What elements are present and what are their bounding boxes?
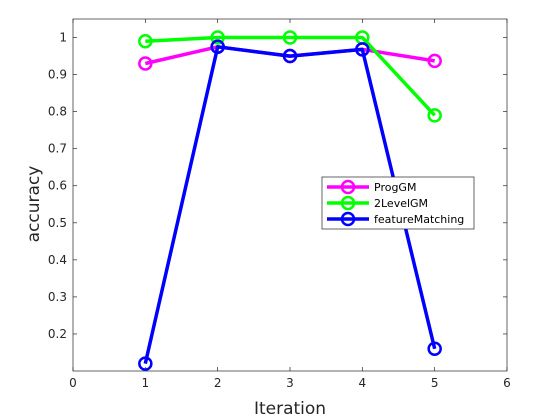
y-axis: 0.2 0.3 0.4 0.5 0.6 0.7 0.8 0.9 1: [48, 31, 507, 341]
legend-label: 2LevelGM: [374, 197, 428, 210]
x-tick-label: 6: [503, 376, 511, 390]
data-point: [427, 341, 442, 357]
y-tick-label: 0.7: [48, 142, 67, 156]
x-tick-label: 0: [69, 376, 77, 390]
y-tick-label: 0.2: [48, 327, 67, 341]
data-point: [138, 33, 153, 49]
data-point: [427, 108, 442, 123]
x-tick-label: 5: [431, 376, 439, 390]
y-axis-label: accuracy: [24, 166, 44, 243]
series-line: [143, 45, 437, 364]
y-tick-label: 0.5: [48, 216, 67, 230]
legend-label: featureMatching: [374, 213, 464, 226]
y-tick-label: 1: [59, 31, 67, 45]
legend: ProgGM 2LevelGM featureMatching: [321, 176, 475, 230]
y-tick-label: 0.4: [48, 253, 67, 267]
y-tick-label: 0.6: [48, 179, 67, 193]
series-line: [145, 35, 436, 117]
data-point: [282, 48, 298, 64]
y-tick-label: 0.8: [48, 105, 67, 119]
x-tick-label: 4: [359, 376, 367, 390]
legend-item: ProgGM: [327, 179, 416, 195]
legend-marker: [340, 179, 356, 195]
y-tick-label: 0.3: [48, 290, 67, 304]
legend-item: featureMatching: [327, 211, 464, 227]
legend-marker: [340, 195, 356, 211]
legend-label: ProgGM: [374, 181, 416, 194]
series-layer: [138, 30, 442, 371]
legend-marker: [340, 211, 356, 227]
data-point: [210, 39, 225, 55]
y-tick-label: 0.9: [48, 68, 67, 82]
series-featureMatching: [138, 39, 442, 371]
x-tick-label: 1: [142, 376, 150, 390]
data-point: [282, 30, 298, 45]
legend-item: 2LevelGM: [327, 195, 428, 211]
data-point: [427, 53, 442, 69]
data-point: [138, 56, 153, 71]
x-tick-label: 2: [214, 376, 222, 390]
data-point: [210, 30, 225, 45]
series-2LevelGM: [138, 30, 442, 123]
x-tick-label: 3: [286, 376, 294, 390]
x-axis-label: Iteration: [254, 399, 326, 419]
data-point: [355, 42, 370, 57]
data-point: [138, 356, 153, 371]
